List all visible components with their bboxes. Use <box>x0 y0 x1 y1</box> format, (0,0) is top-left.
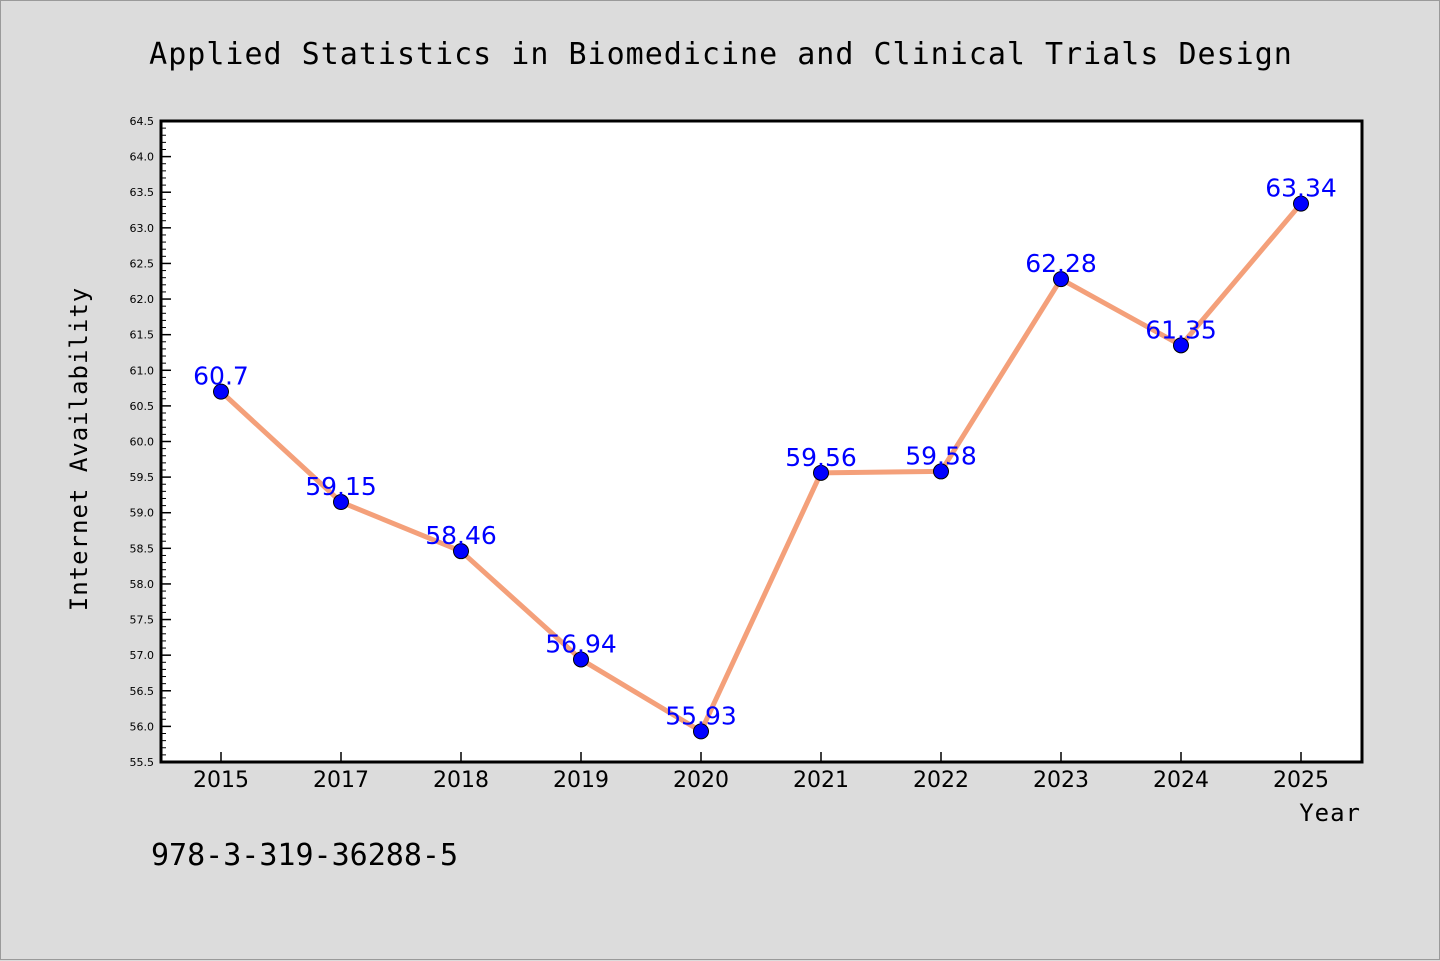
data-point <box>813 464 829 481</box>
y-tick-label: 64.5 <box>130 115 155 128</box>
y-tick-label: 58.0 <box>130 578 155 591</box>
data-label: 62.28 <box>1025 249 1097 278</box>
data-label: 55.93 <box>665 701 737 730</box>
data-point <box>1293 195 1309 212</box>
data-label: 59.56 <box>785 443 857 472</box>
x-tick-label: 2015 <box>193 768 249 793</box>
x-tick-label: 2021 <box>793 768 849 793</box>
y-tick-label: 59.0 <box>130 507 155 520</box>
data-label: 60.7 <box>193 362 249 391</box>
y-axis: 55.5 56.0 56.5 57.0 57.5 58.0 58.5 59.0 59.5 60.0… <box>130 115 171 769</box>
data-point <box>933 463 949 480</box>
x-tick-label: 2017 <box>313 768 369 793</box>
y-tick-label: 59.5 <box>130 471 155 484</box>
data-point <box>213 383 229 400</box>
data-point <box>333 494 349 511</box>
data-point <box>453 543 469 560</box>
data-label: 59.15 <box>305 472 377 501</box>
data-label: 61.35 <box>1145 315 1217 344</box>
x-tick-label: 2020 <box>673 768 729 793</box>
y-tick-label: 62.0 <box>130 293 155 306</box>
x-axis-label: Year <box>1299 799 1361 827</box>
x-axis: 2015 2017 2018 2019 2020 2021 2022 2023 2024 2025 <box>193 752 1329 793</box>
y-axis-label: Internet Availability <box>65 287 93 611</box>
y-tick-label: 60.5 <box>130 400 155 413</box>
x-tick-label: 2024 <box>1153 768 1209 793</box>
chart-title: Applied Statistics in Biomedicine and Cl… <box>149 37 1293 72</box>
y-tick-label: 63.5 <box>130 186 155 199</box>
y-tick-label: 57.0 <box>130 649 155 662</box>
data-point <box>1173 337 1189 354</box>
y-tick-label: 63.0 <box>130 222 155 235</box>
data-label: 58.46 <box>425 521 497 550</box>
y-tick-label: 62.5 <box>130 257 155 270</box>
data-label: 59.58 <box>905 441 977 470</box>
y-tick-label: 58.5 <box>130 542 155 555</box>
y-tick-label: 60.0 <box>130 436 155 449</box>
x-tick-label: 2025 <box>1273 768 1329 793</box>
data-labels: 60.7 59.15 58.46 56.94 55.93 59.56 59.58 62.28 6… <box>193 174 1337 731</box>
data-point <box>1053 271 1069 288</box>
y-tick-label: 56.5 <box>130 685 155 698</box>
y-tick-label: 61.0 <box>130 364 155 377</box>
y-tick-label: 55.5 <box>130 756 155 769</box>
y-tick-label: 56.0 <box>130 720 155 733</box>
data-label: 63.34 <box>1265 174 1337 203</box>
data-markers <box>213 195 1309 740</box>
x-tick-label: 2023 <box>1033 768 1089 793</box>
data-label: 56.94 <box>545 629 617 658</box>
y-tick-label: 64.0 <box>130 151 155 164</box>
x-tick-label: 2019 <box>553 768 609 793</box>
x-tick-label: 2022 <box>913 768 969 793</box>
footer-isbn: 978-3-319-36288-5 <box>151 838 458 873</box>
x-tick-label: 2018 <box>433 768 489 793</box>
plot-area <box>159 119 1364 764</box>
series-line <box>219 202 1303 734</box>
data-point <box>573 651 589 668</box>
y-tick-label: 61.5 <box>130 329 155 342</box>
data-point <box>693 723 709 740</box>
y-tick-label: 57.5 <box>130 614 155 627</box>
